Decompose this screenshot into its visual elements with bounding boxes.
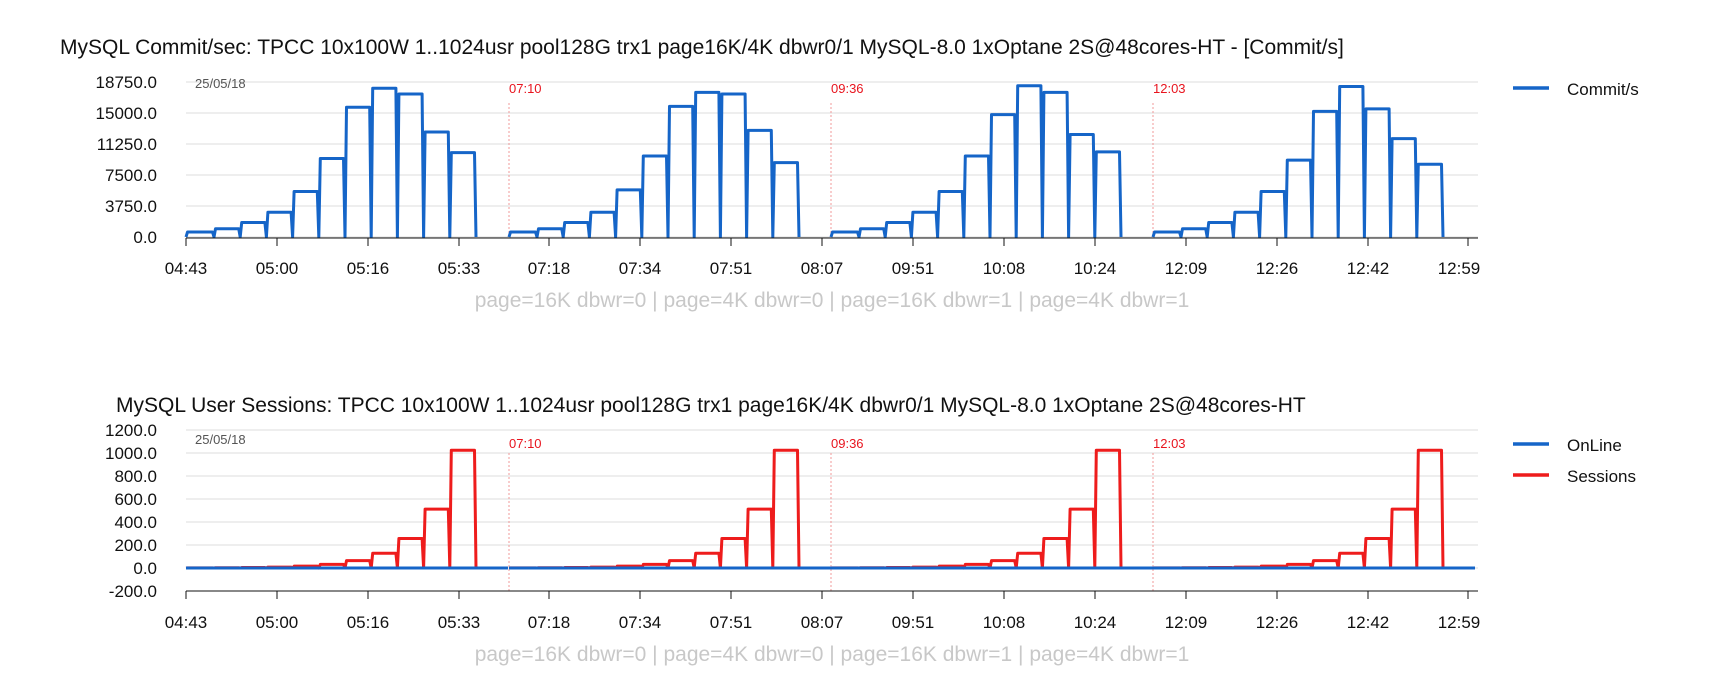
y-tick-label: 18750.0: [96, 73, 157, 92]
sessions-series-line: [830, 448, 1123, 570]
sessions-x-axis-label: page=16K dbwr=0 | page=4K dbwr=0 | page=…: [475, 643, 1190, 666]
time-marker-label: 07:10: [509, 436, 542, 451]
commit-date-label: 25/05/18: [195, 76, 246, 91]
x-tick-label: 09:51: [892, 259, 935, 278]
x-tick-label: 08:07: [801, 259, 844, 278]
x-tick-label: 05:00: [256, 613, 299, 632]
x-tick-label: 05:16: [347, 259, 390, 278]
y-tick-label: 3750.0: [105, 197, 157, 216]
time-marker-label: 09:36: [831, 436, 864, 451]
y-tick-label: 1200.0: [105, 421, 157, 440]
y-tick-label: 7500.0: [105, 166, 157, 185]
commit-x-ticks: 04:43 05:00 05:16 05:33 07:18 07:34 07:5…: [165, 259, 1481, 278]
x-tick-label: 07:34: [619, 259, 662, 278]
sessions-x-axis: [185, 590, 1478, 599]
sessions-series-line: [185, 448, 478, 570]
sessions-date-label: 25/05/18: [195, 432, 246, 447]
commit-markers: 07:10 09:36 12:03: [508, 81, 1186, 238]
x-tick-label: 12:09: [1165, 613, 1208, 632]
time-marker-label: 09:36: [831, 81, 864, 96]
sessions-series-line: [508, 448, 801, 570]
x-tick-label: 05:00: [256, 259, 299, 278]
x-tick-label: 10:08: [983, 613, 1026, 632]
legend-label-online: OnLine: [1567, 436, 1622, 455]
x-tick-label: 05:16: [347, 613, 390, 632]
x-tick-label: 12:09: [1165, 259, 1208, 278]
y-tick-label: 200.0: [114, 536, 157, 555]
x-tick-label: 05:33: [438, 613, 481, 632]
x-tick-label: 12:42: [1347, 259, 1390, 278]
sessions-y-ticks: 1200.0 1000.0 800.0 600.0 400.0 200.0 0.…: [105, 421, 157, 601]
y-tick-label: 0.0: [133, 228, 157, 247]
y-tick-label: 15000.0: [96, 104, 157, 123]
time-marker-label: 12:03: [1153, 436, 1186, 451]
y-tick-label: 1000.0: [105, 444, 157, 463]
commit-series-line: [184, 86, 478, 239]
x-tick-label: 07:18: [528, 613, 571, 632]
sessions-chart: MySQL User Sessions: TPCC 10x100W 1..102…: [105, 394, 1636, 666]
time-marker-label: 07:10: [509, 81, 542, 96]
y-tick-label: 400.0: [114, 513, 157, 532]
commit-y-ticks: 18750.0 15000.0 11250.0 7500.0 3750.0 0.…: [96, 73, 157, 247]
x-tick-label: 12:42: [1347, 613, 1390, 632]
commit-legend: Commit/s: [1513, 80, 1639, 99]
x-tick-label: 12:26: [1256, 259, 1299, 278]
sessions-series-line: [1152, 448, 1445, 570]
x-tick-label: 07:51: [710, 259, 753, 278]
commit-series-line: [829, 84, 1123, 239]
commit-series-line: [507, 90, 801, 239]
commit-x-axis-label: page=16K dbwr=0 | page=4K dbwr=0 | page=…: [475, 289, 1190, 312]
commit-x-axis: [185, 237, 1478, 246]
y-tick-label: 600.0: [114, 490, 157, 509]
legend-label-sessions: Sessions: [1567, 467, 1636, 486]
x-tick-label: 04:43: [165, 259, 208, 278]
x-tick-label: 05:33: [438, 259, 481, 278]
commit-series-group: [184, 84, 1445, 239]
x-tick-label: 07:51: [710, 613, 753, 632]
commit-chart-title: MySQL Commit/sec: TPCC 10x100W 1..1024us…: [60, 36, 1344, 59]
sessions-chart-title: MySQL User Sessions: TPCC 10x100W 1..102…: [116, 394, 1306, 417]
sessions-series-group: [185, 448, 1475, 570]
x-tick-label: 12:26: [1256, 613, 1299, 632]
sessions-markers: 07:10 09:36 12:03: [508, 436, 1186, 591]
y-tick-label: 11250.0: [97, 135, 157, 154]
y-tick-label: -200.0: [109, 582, 157, 601]
x-tick-label: 04:43: [165, 613, 208, 632]
y-tick-label: 0.0: [133, 559, 157, 578]
legend-label-commit: Commit/s: [1567, 80, 1639, 99]
x-tick-label: 09:51: [892, 613, 935, 632]
x-tick-label: 08:07: [801, 613, 844, 632]
sessions-legend: OnLine Sessions: [1513, 436, 1636, 486]
commit-chart: MySQL Commit/sec: TPCC 10x100W 1..1024us…: [60, 36, 1639, 312]
sessions-x-ticks: 04:43 05:00 05:16 05:33 07:18 07:34 07:5…: [165, 613, 1481, 632]
x-tick-label: 12:59: [1438, 259, 1481, 278]
x-tick-label: 10:24: [1074, 259, 1117, 278]
x-tick-label: 10:08: [983, 259, 1026, 278]
x-tick-label: 07:18: [528, 259, 571, 278]
x-tick-label: 10:24: [1074, 613, 1117, 632]
commit-series-line: [1151, 85, 1445, 239]
x-tick-label: 07:34: [619, 613, 662, 632]
x-tick-label: 12:59: [1438, 613, 1481, 632]
time-marker-label: 12:03: [1153, 81, 1186, 96]
y-tick-label: 800.0: [114, 467, 157, 486]
